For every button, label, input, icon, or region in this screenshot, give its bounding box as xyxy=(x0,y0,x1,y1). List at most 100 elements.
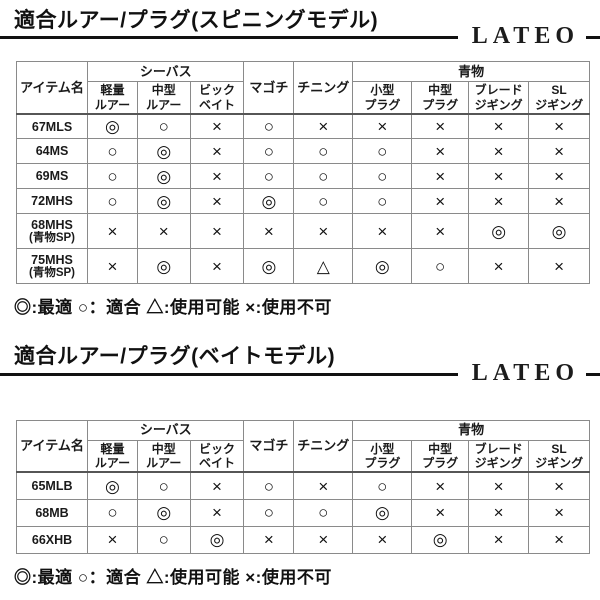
compatibility-mark-cell: ○ xyxy=(136,113,191,140)
item-name-cell: 66XHB xyxy=(15,525,89,554)
compatibility-mark-cell: × xyxy=(468,248,530,285)
compatibility-mark-cell: × xyxy=(87,525,138,554)
compatibility-mark-cell: × xyxy=(293,525,354,554)
compatibility-mark-cell: × xyxy=(468,163,530,190)
compatibility-mark-cell: ○ xyxy=(293,188,354,215)
table-row: 64MS ○ ◎ × ○ ○ ○ × × × xyxy=(15,138,590,165)
column-sub-header: 中型 プラグ xyxy=(411,439,470,473)
compatibility-mark-cell: × xyxy=(87,248,138,285)
item-name-cell: 75MHS (青物SP) xyxy=(15,248,89,285)
compatibility-mark-cell: ○ xyxy=(352,188,413,215)
compatibility-mark-cell: ◎ xyxy=(87,113,138,140)
item-name-subtext: (青物SP) xyxy=(29,232,76,245)
compatibility-mark-cell: × xyxy=(189,138,245,165)
compatibility-mark-cell: × xyxy=(528,471,590,500)
compatibility-mark-cell: ○ xyxy=(87,163,138,190)
compatibility-mark-cell: ◎ xyxy=(243,188,295,215)
compatibility-mark-cell: × xyxy=(352,113,413,140)
compatibility-mark-cell: × xyxy=(136,213,191,250)
compatibility-mark-cell: ◎ xyxy=(243,248,295,285)
compatibility-mark-cell: ◎ xyxy=(136,138,191,165)
column-group-header: チニング xyxy=(293,419,354,473)
compatibility-mark-cell: ○ xyxy=(136,525,191,554)
compatibility-mark-cell: ◎ xyxy=(87,471,138,500)
column-group-header: マゴチ xyxy=(243,419,295,473)
column-sub-header: ブレード ジギング xyxy=(468,439,530,473)
compatibility-mark-cell: × xyxy=(189,498,245,527)
compatibility-mark-cell: × xyxy=(189,163,245,190)
section-bait-model: 適合ルアー/プラグ(ベイトモデル) LATEO アイテム名 シーバス マゴチ チニング… xyxy=(0,344,600,587)
compatibility-mark-cell: ◎ xyxy=(136,498,191,527)
column-sub-header: 小型 プラグ xyxy=(352,81,413,115)
compatibility-mark-cell: × xyxy=(243,213,295,250)
compatibility-mark-cell: × xyxy=(468,498,530,527)
compatibility-mark-cell: ○ xyxy=(293,163,354,190)
compatibility-mark-cell: ◎ xyxy=(411,525,470,554)
brand-logo: LATEO xyxy=(471,23,579,50)
compatibility-mark-cell: ◎ xyxy=(528,213,590,250)
table-row: 72MHS ○ ◎ × ◎ ○ ○ × × × xyxy=(15,188,590,215)
table-row: 75MHS (青物SP) × ◎ × ◎ △ ◎ ○ × × xyxy=(15,248,590,285)
compatibility-mark-cell: ◎ xyxy=(352,248,413,285)
compatibility-mark-cell: ◎ xyxy=(468,213,530,250)
item-name-cell: 69MS xyxy=(15,163,89,190)
legend-bait: ◎:最適 ○：適合 △:使用可能 ×:使用不可 xyxy=(14,567,332,587)
compatibility-mark-cell: × xyxy=(468,525,530,554)
compatibility-mark-cell: ◎ xyxy=(136,248,191,285)
compatibility-mark-cell: × xyxy=(189,213,245,250)
section-title-spinning: 適合ルアー/プラグ(スピニングモデル) xyxy=(14,9,379,32)
compatibility-mark-cell: × xyxy=(293,113,354,140)
column-sub-header: ビック ベイト xyxy=(189,439,245,473)
compatibility-mark-cell: × xyxy=(528,138,590,165)
compatibility-mark-cell: ○ xyxy=(293,138,354,165)
item-name-cell: 65MLB xyxy=(15,471,89,500)
compatibility-mark-cell: ○ xyxy=(352,471,413,500)
compatibility-mark-cell: × xyxy=(189,113,245,140)
column-sub-header: 軽量 ルアー xyxy=(87,439,138,473)
table-row: 68MB ○ ◎ × ○ ○ ◎ × × × xyxy=(15,498,590,527)
title-underline-end xyxy=(586,36,600,40)
section-header-spinning: 適合ルアー/プラグ(スピニングモデル) LATEO xyxy=(0,8,600,48)
compatibility-mark-cell: ◎ xyxy=(136,163,191,190)
compatibility-mark-cell: ○ xyxy=(352,163,413,190)
table-row: 65MLB ◎ ○ × ○ × ○ × × × xyxy=(15,471,590,500)
compatibility-mark-cell: × xyxy=(411,471,470,500)
column-sub-header: ビック ベイト xyxy=(189,81,245,115)
item-name-cell: 68MHS (青物SP) xyxy=(15,213,89,250)
section-title-bait: 適合ルアー/プラグ(ベイトモデル) xyxy=(14,345,336,369)
item-name-cell: 64MS xyxy=(15,138,89,165)
column-sub-header: 中型 ルアー xyxy=(136,81,191,115)
title-rule-wrap: 適合ルアー/プラグ(ベイトモデル) xyxy=(0,344,458,376)
compatibility-mark-cell: ○ xyxy=(352,138,413,165)
compatibility-mark-cell: × xyxy=(293,213,354,250)
table-row: 66XHB × ○ ◎ × × × ◎ × × xyxy=(15,525,590,554)
spinning-compat-table: アイテム名 シーバス マゴチ チニング 青物 軽量 ルアー 中型 ルアー ビック ベイト 小型 プラグ中… xyxy=(15,61,590,285)
compatibility-mark-cell: × xyxy=(468,471,530,500)
compatibility-mark-cell: × xyxy=(468,138,530,165)
column-sub-header: SL ジギング xyxy=(528,439,590,473)
column-sub-header: 軽量 ルアー xyxy=(87,81,138,115)
compatibility-mark-cell: ○ xyxy=(243,498,295,527)
title-underline-end xyxy=(586,372,600,376)
compatibility-mark-cell: × xyxy=(411,163,470,190)
compatibility-mark-cell: × xyxy=(411,138,470,165)
compatibility-mark-cell: × xyxy=(243,525,295,554)
column-group-header: チニング xyxy=(293,61,354,115)
item-name-cell: 72MHS xyxy=(15,188,89,215)
title-underline xyxy=(0,36,458,40)
item-name-cell: 67MLS xyxy=(15,113,89,140)
compatibility-mark-cell: ◎ xyxy=(189,525,245,554)
bait-compat-table: アイテム名 シーバス マゴチ チニング 青物 軽量 ルアー 中型 ルアー ビック ベイト 小型 プラグ中… xyxy=(15,419,590,554)
compatibility-mark-cell: × xyxy=(87,213,138,250)
table-row: 68MHS (青物SP) × × × × × × × ◎ ◎ xyxy=(15,213,590,250)
compatibility-mark-cell: × xyxy=(528,113,590,140)
compatibility-mark-cell: × xyxy=(528,525,590,554)
compatibility-mark-cell: △ xyxy=(293,248,354,285)
item-name-subtext: (青物SP) xyxy=(29,267,76,280)
legend-spinning: ◎:最適 ○：適合 △:使用可能 ×:使用不可 xyxy=(14,298,332,318)
compatibility-mark-cell: ○ xyxy=(243,471,295,500)
compatibility-mark-cell: ○ xyxy=(87,498,138,527)
compatibility-mark-cell: × xyxy=(528,188,590,215)
